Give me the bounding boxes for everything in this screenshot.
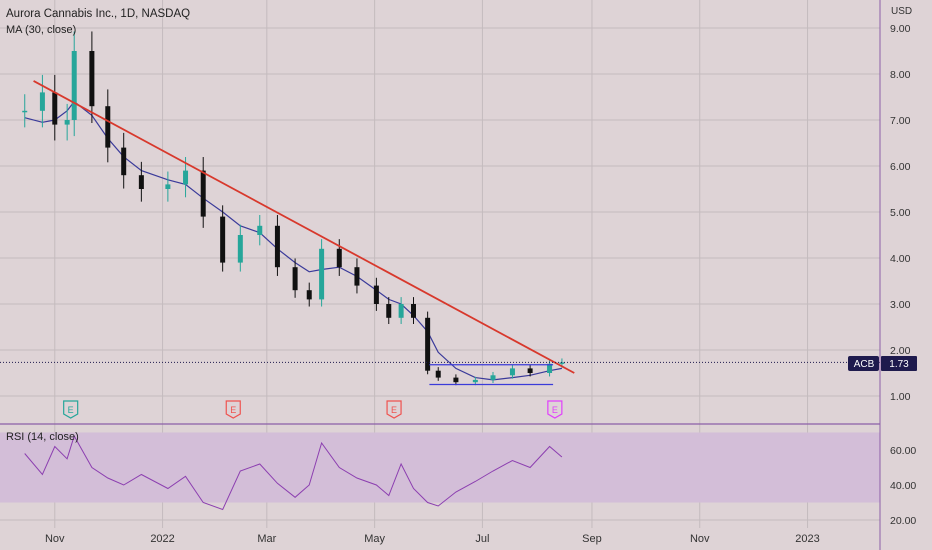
candle-body	[435, 370, 441, 378]
candle-body	[274, 225, 280, 268]
ma-line	[24, 100, 563, 381]
time-tick-label: Nov	[45, 533, 65, 545]
price-tick-label: 9.00	[890, 23, 911, 35]
candle-body	[220, 216, 226, 263]
candle-body	[472, 379, 478, 383]
rsi-tick-label: 20.00	[890, 515, 916, 527]
candle-body	[165, 184, 171, 189]
chart-title: Aurora Cannabis Inc., 1D, NASDAQ	[6, 8, 190, 20]
candle-body	[183, 170, 189, 185]
candle-body	[200, 170, 206, 217]
earnings-marker-shape	[63, 400, 79, 419]
rsi-line	[24, 434, 563, 511]
earnings-marker-label: E	[68, 405, 74, 415]
earnings-marker-label: E	[552, 405, 558, 415]
time-tick-label: Jul	[475, 533, 489, 545]
candle-body	[386, 304, 392, 318]
candle-body	[373, 285, 379, 304]
candle-body	[71, 51, 77, 120]
currency-label: USD	[891, 6, 912, 17]
earnings-marker-shape	[225, 400, 241, 419]
candle-body	[52, 92, 58, 125]
rsi-legend: RSI (14, close)	[6, 431, 79, 443]
price-tick-label: 1.00	[890, 391, 911, 403]
last-price-value: 1.73	[889, 359, 909, 370]
symbol-badge	[848, 356, 879, 371]
price-tick-label: 5.00	[890, 207, 911, 219]
earnings-marker-label: E	[230, 405, 236, 415]
candle-body	[22, 110, 28, 113]
time-tick-label: Nov	[690, 533, 710, 545]
candle-body	[527, 368, 533, 373]
earnings-marker[interactable]: E	[63, 400, 79, 419]
candle-body	[306, 290, 312, 300]
time-axis[interactable]: Nov 2022 Mar May Jul Sep Nov 2023	[45, 533, 820, 545]
price-tick-label: 7.00	[890, 115, 911, 127]
candle-body	[121, 147, 127, 176]
earnings-marker[interactable]: E	[225, 400, 241, 419]
candle-body	[354, 267, 360, 286]
rsi-band	[0, 432, 880, 503]
candle-body	[453, 377, 459, 383]
trendline[interactable]	[33, 80, 575, 374]
candle-body	[425, 317, 431, 371]
candle-body	[547, 363, 553, 373]
price-tick-label: 6.00	[890, 161, 911, 173]
candle-body	[257, 225, 263, 235]
candle-body	[336, 248, 342, 268]
price-tick-label: 3.00	[890, 299, 911, 311]
earnings-marker-label: E	[391, 405, 397, 415]
earnings-marker[interactable]: E	[547, 400, 563, 419]
rsi-tick-label: 60.00	[890, 445, 916, 457]
price-axis[interactable]: 9.00 8.00 7.00 6.00 5.00 4.00 3.00 2.00 1.00	[890, 23, 911, 403]
candle-body	[105, 106, 111, 148]
earnings-marker-shape	[547, 400, 563, 419]
candlesticks	[22, 31, 565, 386]
time-tick-label: Sep	[582, 533, 602, 545]
candle-body	[509, 368, 515, 376]
price-tick-label: 4.00	[890, 253, 911, 265]
time-tick-label: May	[364, 533, 385, 545]
price-badge	[881, 356, 917, 371]
candle-body	[490, 375, 496, 380]
price-tick-label: 2.00	[890, 345, 911, 357]
candle-body	[64, 120, 70, 125]
time-tick-label: 2022	[150, 533, 174, 545]
time-tick-label: Mar	[257, 533, 276, 545]
time-tick-label: 2023	[795, 533, 819, 545]
symbol-label: ACB	[854, 359, 875, 370]
candle-body	[319, 248, 325, 300]
candle-body	[237, 235, 243, 263]
earnings-marker[interactable]: E	[386, 400, 402, 419]
candle-body	[138, 175, 144, 189]
earnings-marker-shape	[386, 400, 402, 419]
candle-body	[292, 267, 298, 291]
ma-legend: MA (30, close)	[6, 24, 76, 36]
candle-body	[39, 92, 45, 111]
candle-body	[410, 304, 416, 318]
candle-body	[89, 51, 95, 107]
rsi-axis[interactable]: 60.00 40.00 20.00	[890, 445, 916, 527]
candle-body	[398, 304, 404, 318]
rsi-tick-label: 40.00	[890, 480, 916, 492]
last-price-label: ACB 1.73	[848, 356, 917, 371]
price-tick-label: 8.00	[890, 69, 911, 81]
candle-body	[559, 362, 565, 364]
